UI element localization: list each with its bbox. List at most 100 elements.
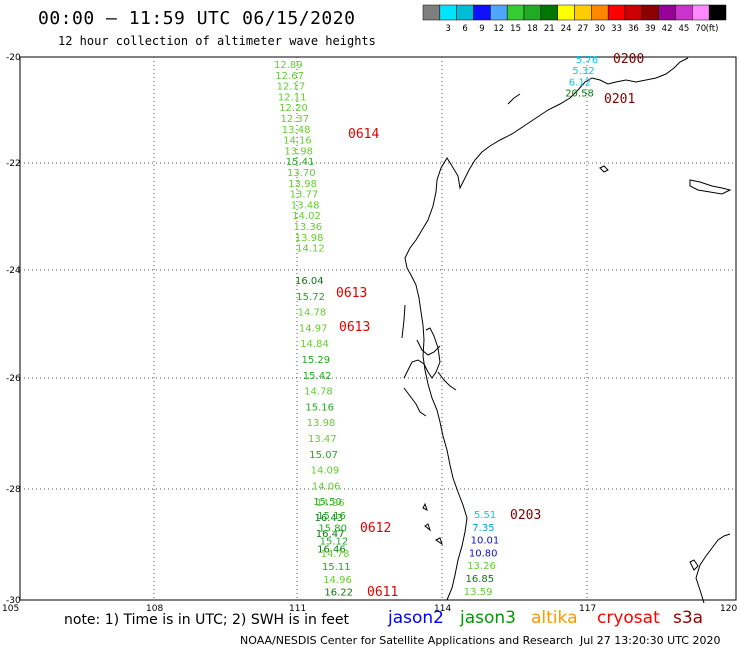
swh-value: 12.67 <box>275 71 304 82</box>
swh-value: 13.98 <box>284 146 313 157</box>
swh-value: 15.07 <box>309 450 338 461</box>
scale-tick-label: 36 <box>628 24 639 34</box>
note-text: note: 1) Time is in UTC; 2) SWH is in fe… <box>64 612 350 628</box>
legend-jason2: jason2 <box>388 608 444 628</box>
color-swatch <box>557 4 575 21</box>
color-swatch <box>624 4 643 21</box>
swh-value: 7.35 <box>472 523 494 534</box>
swh-value: 13.98 <box>295 233 324 244</box>
swh-value: 16.47 <box>316 529 345 540</box>
scale-tick-label: 18 <box>527 24 538 34</box>
lon-label: 114 <box>434 604 451 614</box>
pass-id: 0613 <box>336 286 367 301</box>
scale-tick-label: 6 <box>462 24 467 34</box>
scale-tick-label: 15 <box>510 24 521 34</box>
color-swatch <box>490 4 508 21</box>
pass-id: 0612 <box>360 521 391 536</box>
scale-tick-label: 39 <box>645 24 656 34</box>
swh-value: 16.22 <box>324 588 353 599</box>
scale-unit-label: (ft) <box>706 24 719 34</box>
color-swatch <box>540 4 558 21</box>
swh-value: 16.43 <box>315 513 344 524</box>
swh-value: 13.26 <box>467 561 496 572</box>
swh-value: 13.98 <box>288 179 317 190</box>
lat-label: -24 <box>6 266 21 276</box>
swh-value: 15.50 <box>313 497 342 508</box>
color-swatch <box>658 4 676 21</box>
color-swatch <box>708 4 727 21</box>
pass-id: 0611 <box>367 585 398 600</box>
swh-value: 20.58 <box>565 89 594 100</box>
swh-value: 14.78 <box>298 308 327 319</box>
lat-label: -20 <box>6 53 21 63</box>
scale-tick-label: 3 <box>446 24 451 34</box>
scale-tick-label: 9 <box>479 24 484 34</box>
scale-tick-label: 42 <box>662 24 673 34</box>
swh-value: 10.80 <box>469 548 498 559</box>
lon-label: 105 <box>2 604 19 614</box>
legend-jason3: jason3 <box>460 608 516 628</box>
swh-value: 15.29 <box>302 355 331 366</box>
swh-value: 13.77 <box>290 190 319 201</box>
swh-value: 5.32 <box>572 66 594 77</box>
footer-agency: NOAA/NESDIS Center for Satellite Applica… <box>240 634 574 647</box>
swh-value: 15.11 <box>322 562 351 573</box>
color-swatch <box>591 4 609 21</box>
swh-value: 5.76 <box>576 55 598 66</box>
color-swatch <box>473 4 491 21</box>
swh-value: 13.36 <box>294 222 323 233</box>
color-swatch <box>607 4 626 21</box>
swh-value: 14.16 <box>283 136 312 147</box>
swh-value: 5.51 <box>474 510 496 521</box>
pass-id: 0200 <box>613 52 644 67</box>
swh-value: 13.48 <box>291 200 320 211</box>
lon-label: 120 <box>720 604 737 614</box>
lat-label: -28 <box>6 485 21 495</box>
swh-value: 15.41 <box>286 157 315 168</box>
lat-label: -22 <box>6 159 21 169</box>
wave-height-tracks: 12.8912.6712.1712.1112.2012.3713.4814.16… <box>274 55 598 599</box>
swh-value: 16.85 <box>466 574 495 585</box>
swh-value: 12.89 <box>274 60 303 71</box>
scale-tick-label: 45 <box>679 24 690 34</box>
color-scale-labels: 3 6 9 12 15 18 21 24 27 30 33 36 39 42 45 70 (ft) <box>446 24 719 34</box>
map-subtitle: 12 hour collection of altimeter wave hei… <box>58 34 376 48</box>
map-title: 00:00 – 11:59 UTC 06/15/2020 <box>38 8 356 29</box>
swh-value: 14.78 <box>304 387 333 398</box>
scale-tick-label: 70 <box>695 24 706 34</box>
color-swatch <box>574 4 592 21</box>
lat-label: -26 <box>6 374 21 384</box>
pass-id: 0613 <box>339 320 370 335</box>
swh-value: 15.72 <box>296 292 325 303</box>
coastline <box>401 57 732 604</box>
color-swatch <box>422 4 441 21</box>
lon-label: 108 <box>146 604 163 614</box>
swh-value: 14.78 <box>321 549 350 560</box>
swh-value: 14.86 <box>316 498 345 509</box>
pass-id: 0614 <box>348 127 379 142</box>
swh-value: 13.59 <box>464 587 493 598</box>
swh-value: 13.47 <box>308 434 337 445</box>
legend-s3a: s3a <box>673 608 704 628</box>
color-swatch <box>641 4 659 21</box>
swh-value: 16.04 <box>295 276 324 287</box>
swh-value: 15.16 <box>317 511 346 522</box>
swh-value: 15.80 <box>318 524 347 535</box>
swh-value: 14.97 <box>299 323 328 334</box>
legend-altika: altika <box>531 608 578 628</box>
swh-value: 14.09 <box>311 466 340 477</box>
swh-value: 14.96 <box>323 575 352 586</box>
swh-value: 14.84 <box>300 339 329 350</box>
color-swatch <box>439 4 457 21</box>
color-swatch <box>523 4 542 21</box>
swh-value: 15.16 <box>305 402 334 413</box>
color-swatch <box>456 4 474 21</box>
swh-value: 12.17 <box>277 82 306 93</box>
swh-value: 14.12 <box>296 244 325 255</box>
color-swatch <box>506 4 525 21</box>
swh-value: 16.46 <box>317 545 346 556</box>
color-scale-bar <box>422 4 727 21</box>
axis-labels: -20 -22 -24 -26 -28 -30 105 108 111 114 … <box>2 53 737 614</box>
scale-tick-label: 33 <box>611 24 622 34</box>
